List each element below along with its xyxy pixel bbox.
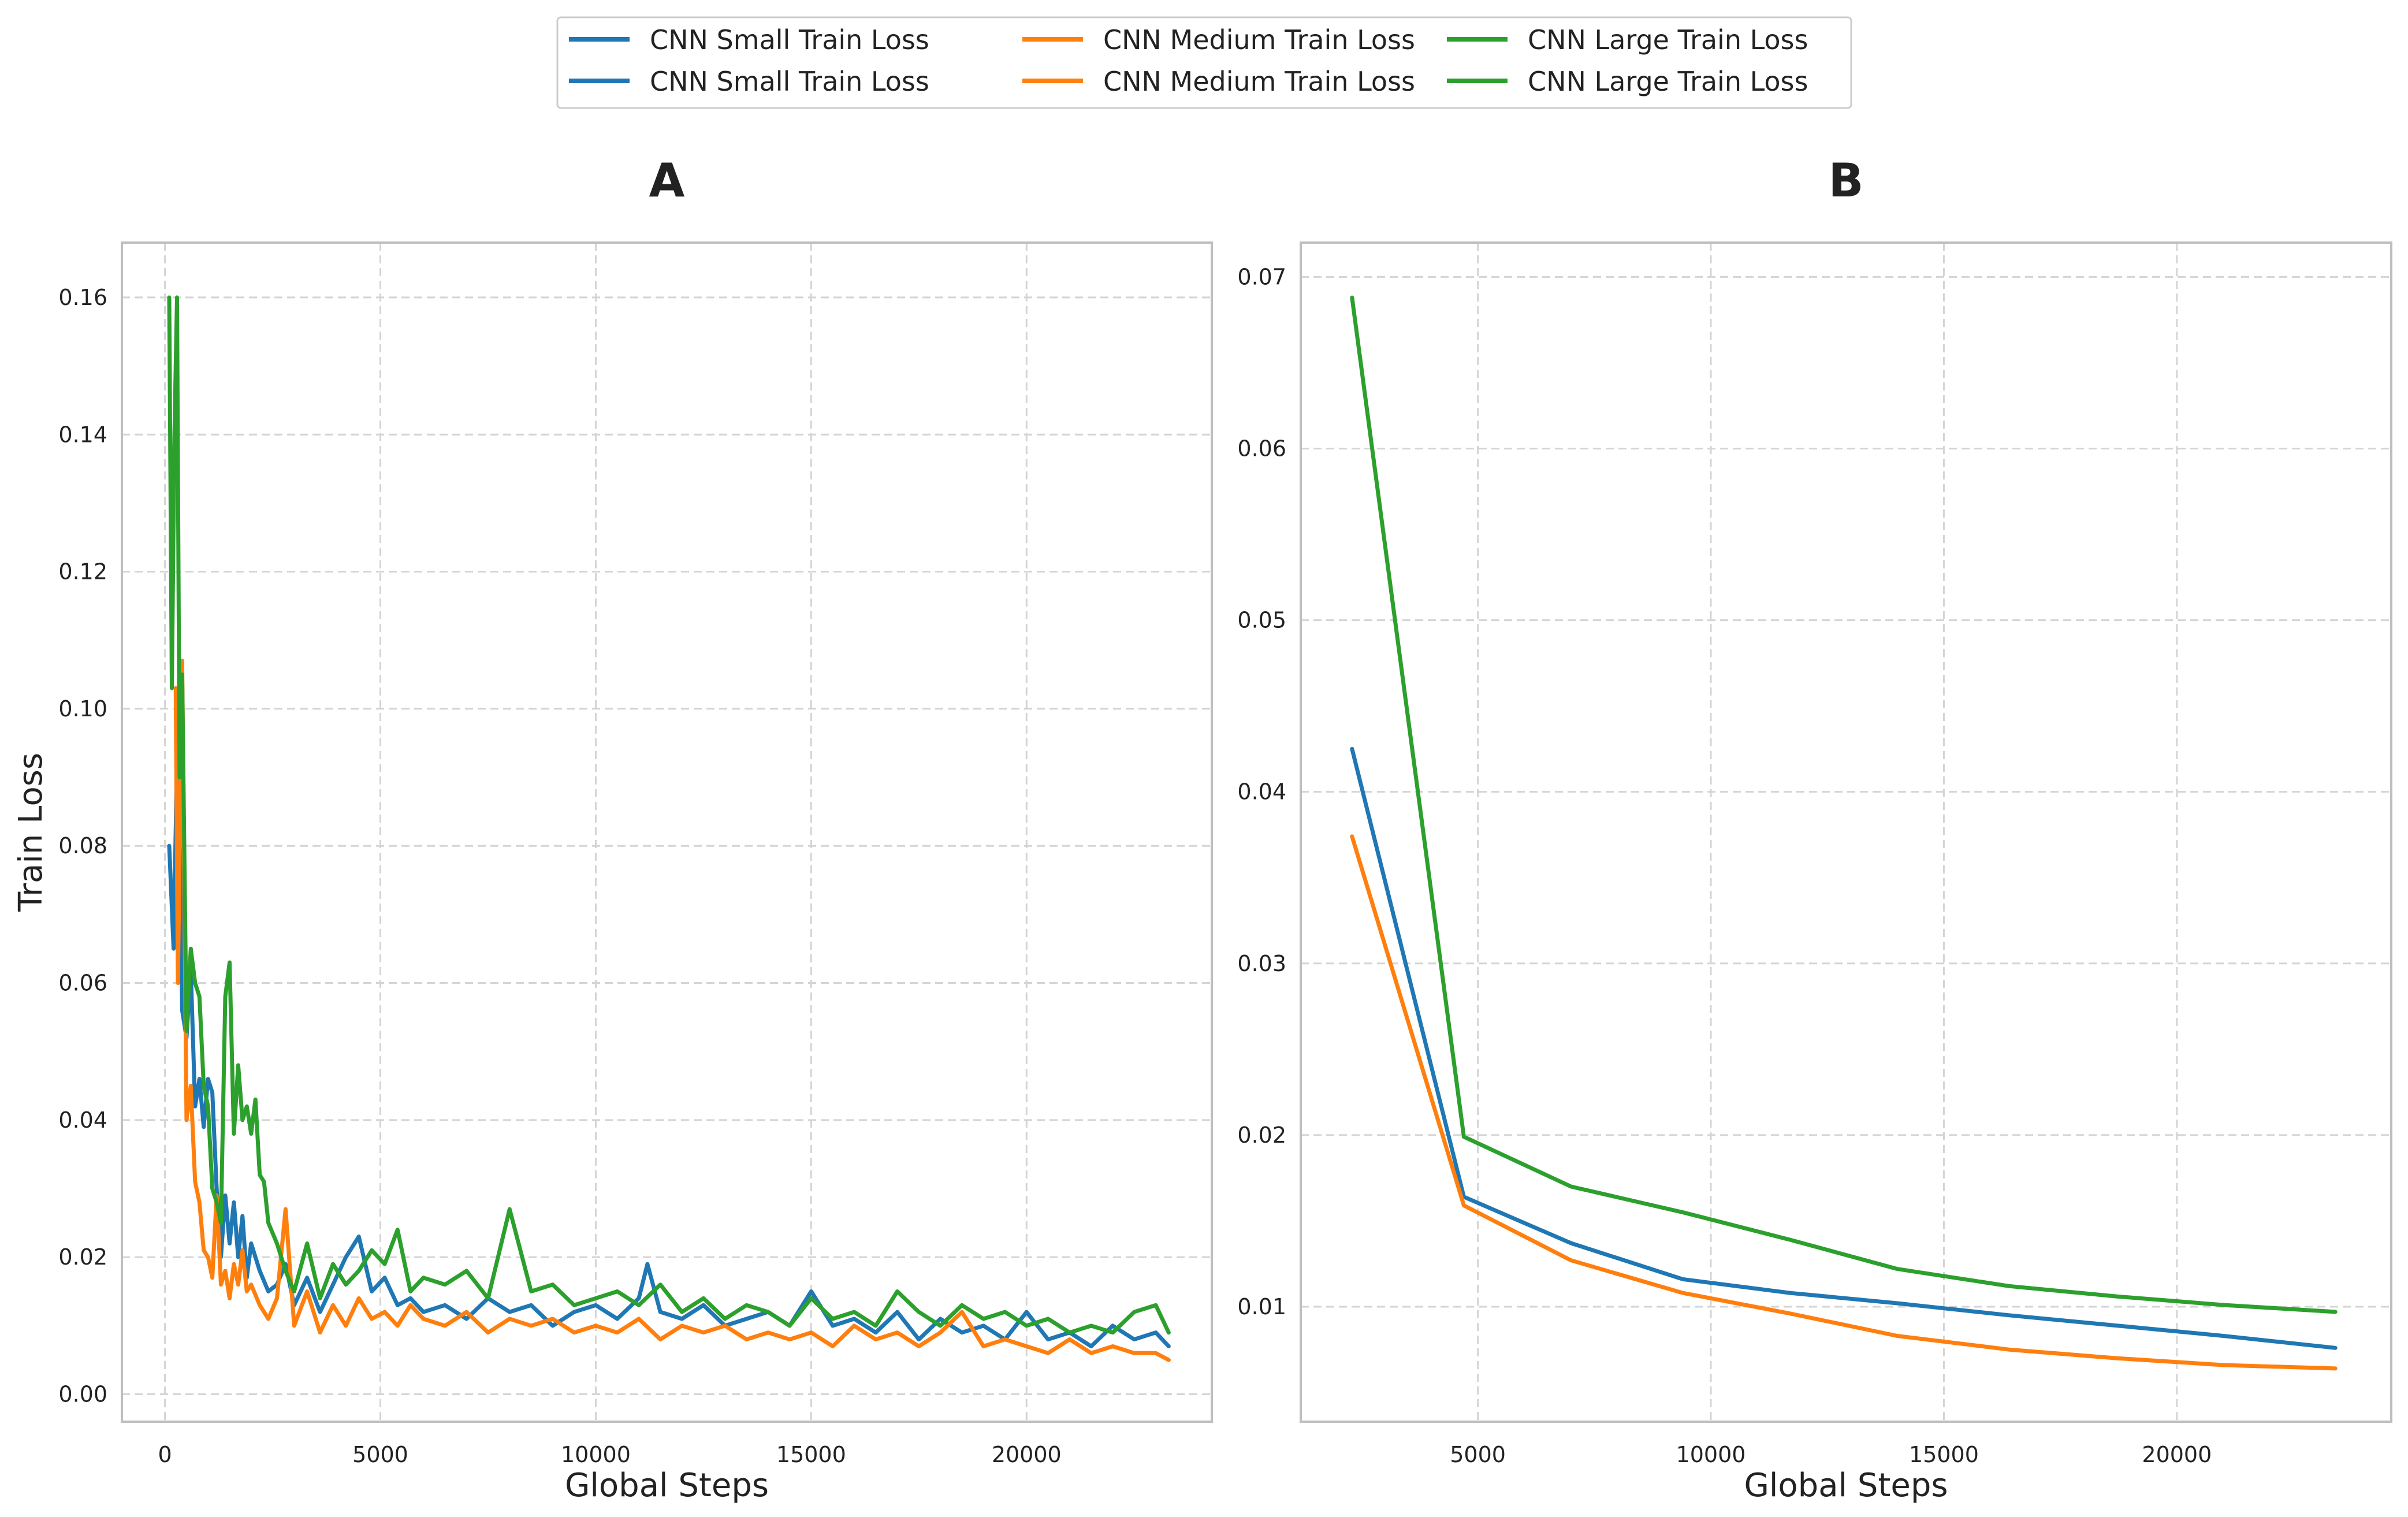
x-axis-label: Global Steps (565, 1467, 769, 1504)
panel-b: 5000 10000 15000 200000.010.020.030.040.050… (1237, 154, 2392, 1504)
y-tick-label: 0.05 (1237, 608, 1286, 633)
legend-entry: CNN Medium Train Loss (1022, 66, 1415, 97)
x-tick-label: 20000 (2142, 1442, 2212, 1467)
legend-entry: CNN Large Train Loss (1447, 66, 1808, 97)
y-tick-label: 0.04 (1237, 779, 1286, 805)
series-group (1350, 295, 2338, 1371)
series-line-cnn-small-train-loss (1350, 746, 2338, 1350)
legend-label: CNN Large Train Loss (1528, 24, 1808, 55)
gridlines (122, 243, 1212, 1422)
x-tick-label: 10000 (1676, 1442, 1746, 1467)
y-tick-label: 0.08 (58, 833, 107, 858)
y-tick-label: 0.16 (58, 285, 107, 310)
series-group (167, 295, 1171, 1362)
y-tick-label: 0.06 (1237, 436, 1286, 462)
x-tick-label: 15000 (776, 1442, 846, 1467)
y-tick-label: 0.14 (58, 422, 107, 447)
y-tick-label: 0.02 (58, 1244, 107, 1270)
y-tick-label: 0.02 (1237, 1122, 1286, 1148)
x-axis-label: Global Steps (1744, 1467, 1948, 1504)
x-tick-label: 5000 (352, 1442, 408, 1467)
legend-entries: CNN Small Train Loss CNN Medium Train Los… (569, 24, 1808, 97)
plot-frame (121, 241, 1213, 1423)
y-tick-label: 0.01 (1237, 1294, 1286, 1319)
y-tick-labels: 0.00 0.02 0.04 0.06 0.08 0.10 0.12 0.14 0.16 (58, 285, 107, 1407)
gridlines (1301, 243, 2391, 1422)
legend-frame (556, 16, 1852, 109)
legend-label: CNN Large Train Loss (1528, 66, 1808, 97)
y-tick-label: 0.06 (58, 971, 107, 996)
x-tick-label: 20000 (992, 1442, 1062, 1467)
legend-entry: CNN Small Train Loss (569, 24, 929, 55)
series-line-cnn-large-train-loss (1350, 295, 2338, 1314)
legend: CNN Small Train Loss CNN Medium Train Los… (556, 16, 1852, 109)
panel-title: A (649, 154, 685, 207)
y-tick-label: 0.10 (58, 696, 107, 722)
y-tick-label: 0.12 (58, 559, 107, 585)
x-tick-label: 5000 (1450, 1442, 1506, 1467)
y-tick-labels: 0.01 0.02 0.03 0.04 0.05 0.06 0.07 (1237, 264, 1286, 1319)
legend-label: CNN Small Train Loss (650, 24, 929, 55)
y-tick-label: 0.04 (58, 1107, 107, 1133)
series-line-cnn-large-train-loss (167, 295, 1171, 1335)
y-axis-label: Train Loss (12, 753, 50, 912)
y-tick-label: 0.00 (58, 1382, 107, 1407)
panel-title: B (1829, 154, 1864, 207)
series-line-cnn-medium-train-loss (173, 659, 1171, 1362)
x-tick-label: 10000 (561, 1442, 631, 1467)
y-tick-label: 0.07 (1237, 264, 1286, 289)
legend-label: CNN Medium Train Loss (1103, 66, 1415, 97)
legend-entry: CNN Large Train Loss (1447, 24, 1808, 55)
legend-label: CNN Small Train Loss (650, 66, 929, 97)
legend-label: CNN Medium Train Loss (1103, 24, 1415, 55)
y-tick-label: 0.03 (1237, 951, 1286, 976)
legend-entry: CNN Medium Train Loss (1022, 24, 1415, 55)
x-tick-labels: 0 5000 10000 15000 20000 (158, 1442, 1061, 1467)
legend-entry: CNN Small Train Loss (569, 66, 929, 97)
plot-frame (1300, 241, 2392, 1423)
series-line-cnn-medium-train-loss (1350, 834, 2338, 1371)
x-tick-labels: 5000 10000 15000 20000 (1450, 1442, 2212, 1467)
x-tick-label: 0 (158, 1442, 172, 1467)
panel-a: 0 5000 10000 15000 20000 0.00 0.02 0.04 0.06 0.08… (12, 154, 1213, 1504)
x-tick-label: 15000 (1909, 1442, 1979, 1467)
